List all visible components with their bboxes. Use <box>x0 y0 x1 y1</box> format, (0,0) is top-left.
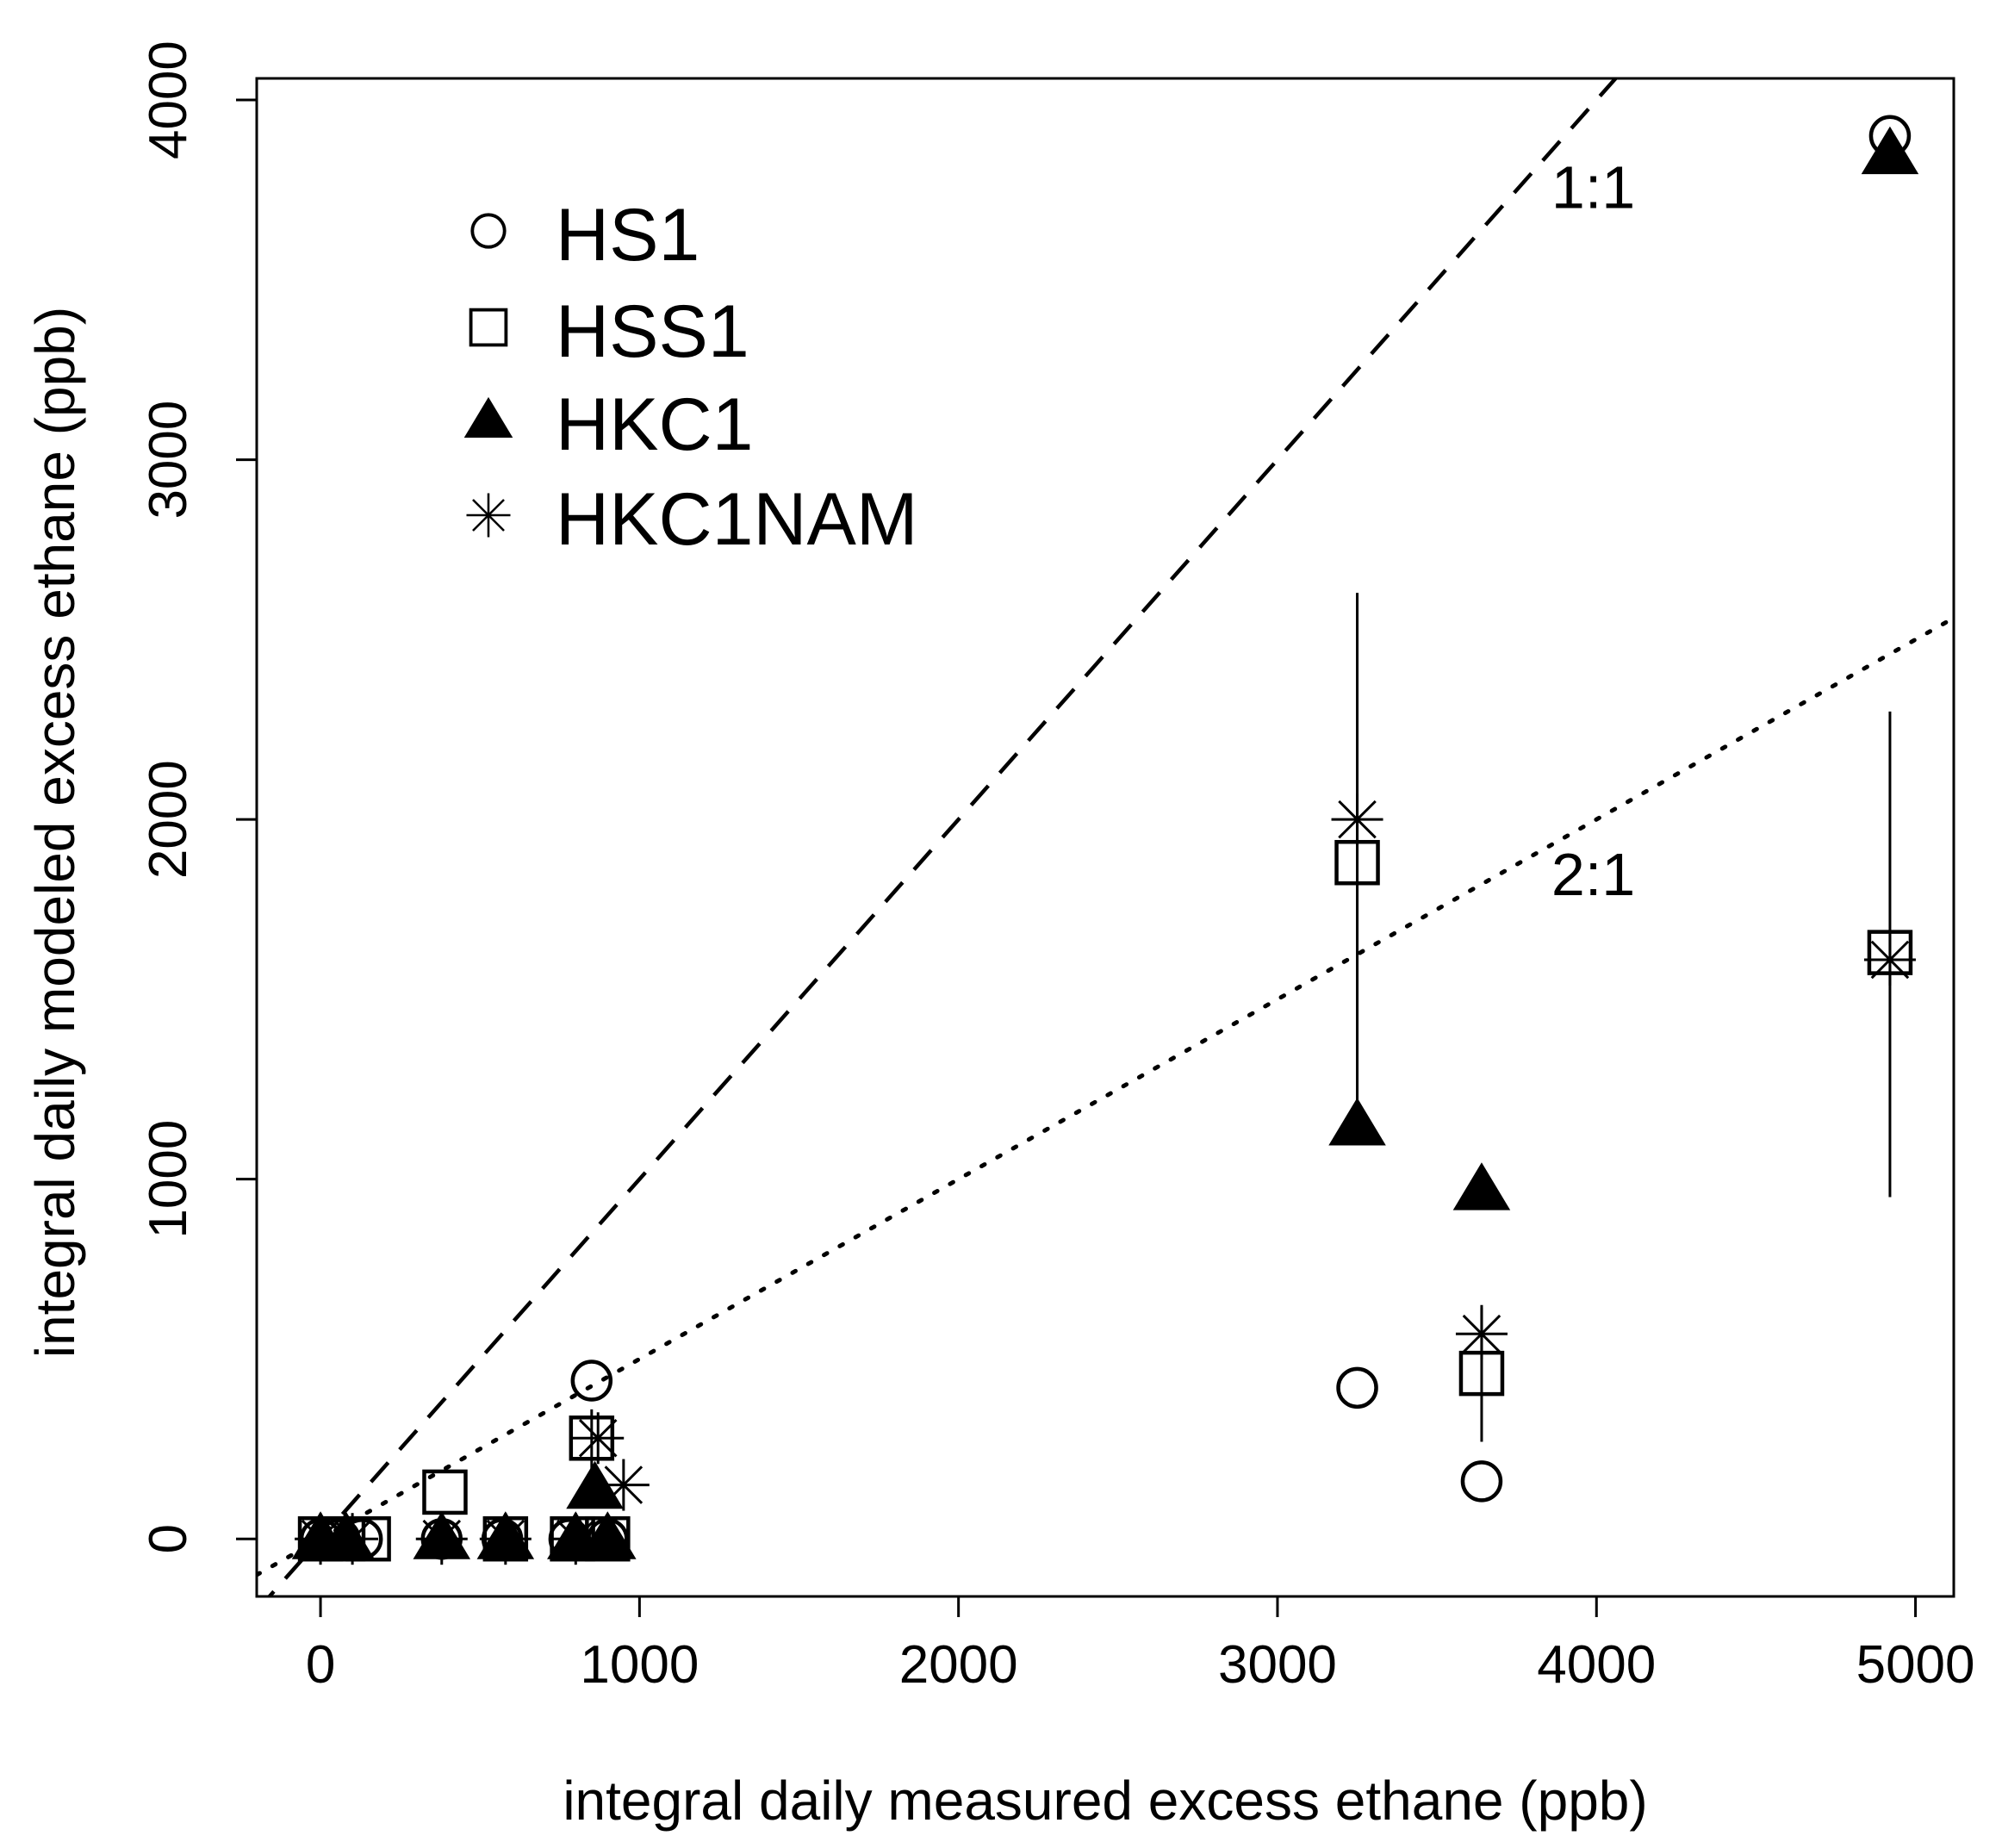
x-axis-title: integral daily measured excess ethane (p… <box>563 1770 1647 1832</box>
point-hkc1nam <box>1331 793 1383 846</box>
legend-marker-hss1 <box>469 308 508 347</box>
legend-label-hkc1: HKC1 <box>556 383 753 466</box>
point-hkc1nam <box>550 1513 602 1565</box>
reference-line-2to1 <box>257 615 1954 1577</box>
point-hkc1nam <box>572 1412 625 1465</box>
error-bars <box>590 593 1892 1478</box>
legend: HS1 HSS1 HKC1 HKC1NAM <box>463 194 918 561</box>
point-hkc1nam <box>1863 933 1916 986</box>
y-tick-label: 3000 <box>139 401 198 520</box>
plot-frame <box>255 77 1955 1598</box>
point-hkc1nam <box>326 1513 379 1565</box>
point-hkc1nam <box>597 1459 650 1511</box>
legend-label-hss1: HSS1 <box>556 290 749 373</box>
point-hss1 <box>422 1469 468 1515</box>
reference-line-1to1 <box>266 78 1619 1596</box>
legend-marker-hkc1 <box>463 396 513 438</box>
legend-marker-hkc1nam <box>466 493 511 538</box>
point-hkc1 <box>1328 1098 1386 1146</box>
point-hs1 <box>570 1360 613 1402</box>
point-hkc1nam <box>1455 1308 1508 1360</box>
data-points <box>291 115 1919 1565</box>
y-tick-label: 1000 <box>139 1120 198 1239</box>
y-axis: 0 1000 2000 3000 4000 integral daily mod… <box>24 40 258 1553</box>
y-tick-label: 4000 <box>139 40 198 159</box>
reference-label-1to1: 1:1 <box>1551 153 1635 221</box>
x-tick-label: 4000 <box>1537 1635 1656 1695</box>
legend-label-hs1: HS1 <box>556 194 699 277</box>
point-hkc1 <box>1861 126 1919 175</box>
point-hkc1 <box>1452 1162 1511 1210</box>
y-tick-label: 2000 <box>139 760 198 879</box>
point-hs1 <box>1460 1460 1503 1503</box>
point-hkc1 <box>579 1511 637 1559</box>
legend-label-hkc1nam: HKC1NAM <box>556 478 918 561</box>
x-tick-label: 5000 <box>1856 1635 1975 1695</box>
x-tick-label: 3000 <box>1218 1635 1337 1695</box>
point-hs1 <box>1336 1366 1378 1409</box>
x-tick-label: 2000 <box>899 1635 1018 1695</box>
x-tick-label: 0 <box>306 1635 335 1695</box>
x-tick-label: 1000 <box>580 1635 699 1695</box>
y-tick-label: 0 <box>139 1524 198 1553</box>
x-axis: 0 1000 2000 3000 4000 5000 integral dail… <box>306 1595 1975 1832</box>
y-axis-title: integral daily modeled excess ethane (pp… <box>24 307 86 1358</box>
point-hkc1nam <box>415 1513 468 1565</box>
reference-label-2to1: 2:1 <box>1551 841 1635 908</box>
point-hkc1nam <box>479 1513 532 1565</box>
legend-marker-hs1 <box>470 213 507 249</box>
